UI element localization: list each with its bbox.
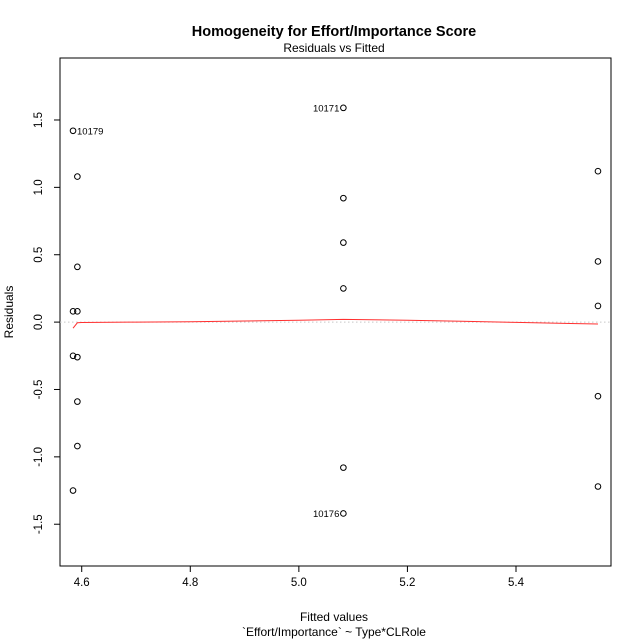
x-axis: 4.6 4.8 5.0 5.2 5.4 bbox=[74, 566, 525, 589]
x-axis-sublabel: `Effort/Importance` ~ Type*CLRole bbox=[242, 625, 426, 639]
y-tick-label: 0.0 bbox=[33, 314, 45, 330]
data-point bbox=[340, 104, 347, 112]
chart-subtitle: Residuals vs Fitted bbox=[283, 41, 384, 55]
x-tick-label: 5.4 bbox=[508, 577, 525, 589]
data-point bbox=[74, 308, 81, 315]
data-point bbox=[69, 352, 77, 360]
data-point bbox=[594, 258, 602, 265]
point-label: 10179 bbox=[77, 126, 103, 137]
y-axis: -1.5 -1.0 -0.5 0.0 0.5 1.0 1.5 bbox=[33, 112, 60, 534]
x-tick-label: 4.8 bbox=[182, 577, 198, 589]
chart-title: Homogeneity for Effort/Importance Score bbox=[192, 24, 476, 40]
data-point bbox=[594, 483, 602, 490]
point-label: 10171 bbox=[313, 103, 339, 114]
y-tick-label: -1.5 bbox=[33, 514, 45, 534]
data-point bbox=[74, 442, 81, 450]
data-point bbox=[340, 194, 347, 202]
y-axis-label: Residuals bbox=[2, 286, 16, 339]
data-point bbox=[340, 239, 347, 246]
x-axis-label: Fitted values bbox=[300, 610, 368, 624]
smoother-line bbox=[72, 318, 598, 329]
data-point bbox=[69, 308, 77, 315]
data-point bbox=[74, 398, 81, 405]
data-point bbox=[74, 173, 81, 180]
data-point bbox=[69, 487, 77, 494]
data-point bbox=[594, 302, 602, 310]
x-tick-label: 5.2 bbox=[399, 577, 415, 589]
y-tick-label: -1.0 bbox=[33, 447, 45, 467]
data-point bbox=[594, 392, 602, 400]
data-point bbox=[74, 353, 81, 361]
point-labels-layer: 10179 10171 10176 bbox=[77, 103, 339, 520]
y-tick-label: 0.5 bbox=[33, 247, 45, 263]
smoother-layer bbox=[72, 318, 598, 329]
data-point bbox=[340, 464, 347, 471]
x-tick-label: 5.0 bbox=[291, 577, 307, 589]
data-point bbox=[74, 263, 81, 271]
y-tick-label: 1.0 bbox=[33, 179, 45, 195]
y-tick-label: 1.5 bbox=[33, 112, 45, 128]
x-tick-label: 4.6 bbox=[74, 577, 90, 589]
plot-frame bbox=[59, 57, 612, 567]
points-layer bbox=[69, 104, 602, 517]
data-point bbox=[69, 127, 77, 135]
data-point bbox=[340, 510, 347, 517]
data-point bbox=[340, 285, 347, 292]
y-tick-label: -0.5 bbox=[33, 380, 45, 400]
data-point bbox=[594, 167, 602, 175]
point-label: 10176 bbox=[313, 509, 339, 520]
